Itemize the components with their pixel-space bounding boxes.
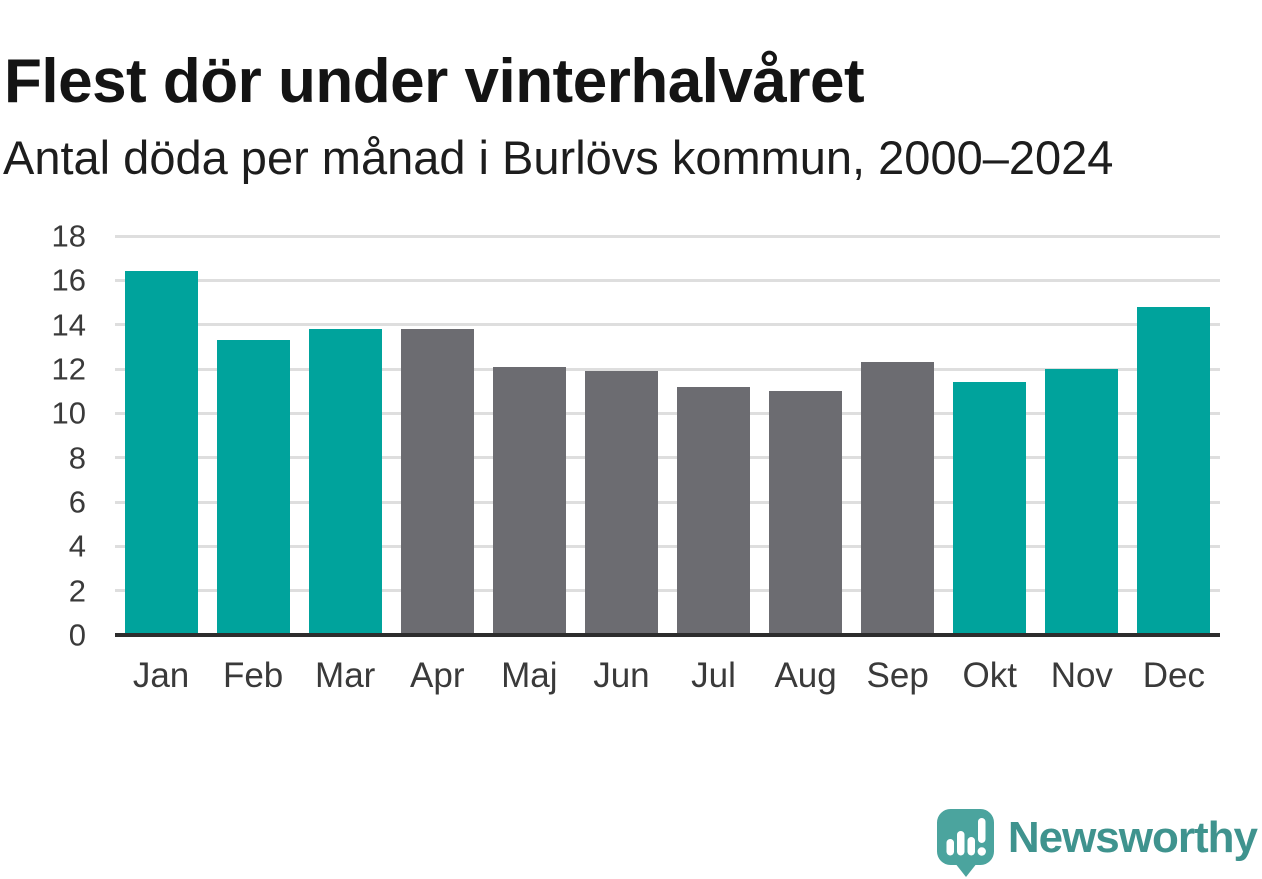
bar-slot-jan [115, 236, 207, 635]
plot-area [115, 234, 1220, 635]
x-axis: Jan Feb Mar Apr Maj Jun Jul Aug Sep Okt Nov Dec [115, 653, 1220, 699]
bar-nov [1045, 369, 1119, 635]
x-tick-label-feb: Feb [222, 656, 284, 695]
chart-subtitle: Antal döda per månad i Burlövs kommun, 2… [3, 131, 1114, 184]
y-tick-label-10: 10 [51, 395, 86, 431]
bar-okt [953, 382, 1027, 635]
y-tick-label-6: 6 [68, 484, 86, 520]
bar-slot-maj [483, 236, 575, 635]
bar-feb [216, 340, 290, 635]
y-tick-label-4: 4 [68, 528, 86, 564]
gridline-16 [115, 278, 1220, 282]
bars-container [115, 236, 1220, 635]
bar-slot-mar [299, 236, 391, 635]
x-tick-label-mar: Mar [315, 656, 376, 695]
newsworthy-logo: Newsworthy [935, 807, 1258, 877]
bar-slot-jun [575, 236, 667, 635]
y-tick-label-16: 16 [51, 262, 86, 298]
bar-slot-dec [1128, 236, 1220, 635]
y-tick-label-18: 18 [51, 218, 86, 254]
y-tick-label-12: 12 [51, 351, 86, 387]
bar-slot-jul [667, 236, 759, 635]
bar-jun [584, 371, 658, 635]
x-tick-label-jul: Jul [691, 656, 736, 695]
bar-jul [677, 386, 750, 635]
gridline-8 [115, 456, 1220, 460]
bar-slot-apr [391, 236, 483, 635]
gridline-4 [115, 544, 1220, 548]
x-tick-label-maj: Maj [501, 656, 558, 695]
x-tick-label-nov: Nov [1050, 656, 1113, 695]
bar-dec [1137, 306, 1211, 635]
bar-slot-sep [852, 236, 944, 635]
x-axis-line [115, 633, 1220, 637]
y-tick-label-8: 8 [68, 440, 86, 476]
y-tick-label-2: 2 [68, 573, 86, 609]
chart-title: Flest dör under vinterhalvåret [4, 46, 865, 116]
x-tick-label-aug: Aug [774, 656, 837, 695]
y-tick-label-0: 0 [68, 617, 86, 653]
x-tick-label-dec: Dec [1142, 656, 1206, 695]
bar-maj [492, 366, 566, 635]
x-tick-label-apr: Apr [410, 656, 465, 695]
newsworthy-logo-text: Newsworthy [1007, 813, 1258, 862]
y-tick-label-14: 14 [51, 307, 86, 343]
bar-slot-feb [207, 236, 299, 635]
x-tick-label-sep: Sep [866, 656, 929, 695]
bar-slot-okt [944, 236, 1036, 635]
bar-aug [769, 391, 843, 635]
bar-sep [861, 362, 935, 635]
gridline-6 [115, 500, 1220, 504]
x-tick-label-jun: Jun [593, 656, 650, 695]
bar-apr [400, 329, 474, 635]
bar-mar [308, 329, 382, 635]
y-axis: 0 2 4 6 8 10 12 14 16 18 [0, 221, 86, 651]
newsworthy-chart-bubble-icon [936, 809, 994, 877]
x-tick-label-jan: Jan [132, 656, 190, 695]
gridline-2 [115, 589, 1220, 593]
x-tick-label-okt: Okt [962, 656, 1017, 695]
bar-slot-aug [760, 236, 852, 635]
gridline-10 [115, 411, 1220, 415]
bar-jan [124, 271, 198, 635]
gridline-14 [115, 323, 1220, 327]
gridline-12 [115, 367, 1220, 371]
bar-slot-nov [1036, 236, 1128, 635]
gridline-18 [115, 234, 1220, 238]
